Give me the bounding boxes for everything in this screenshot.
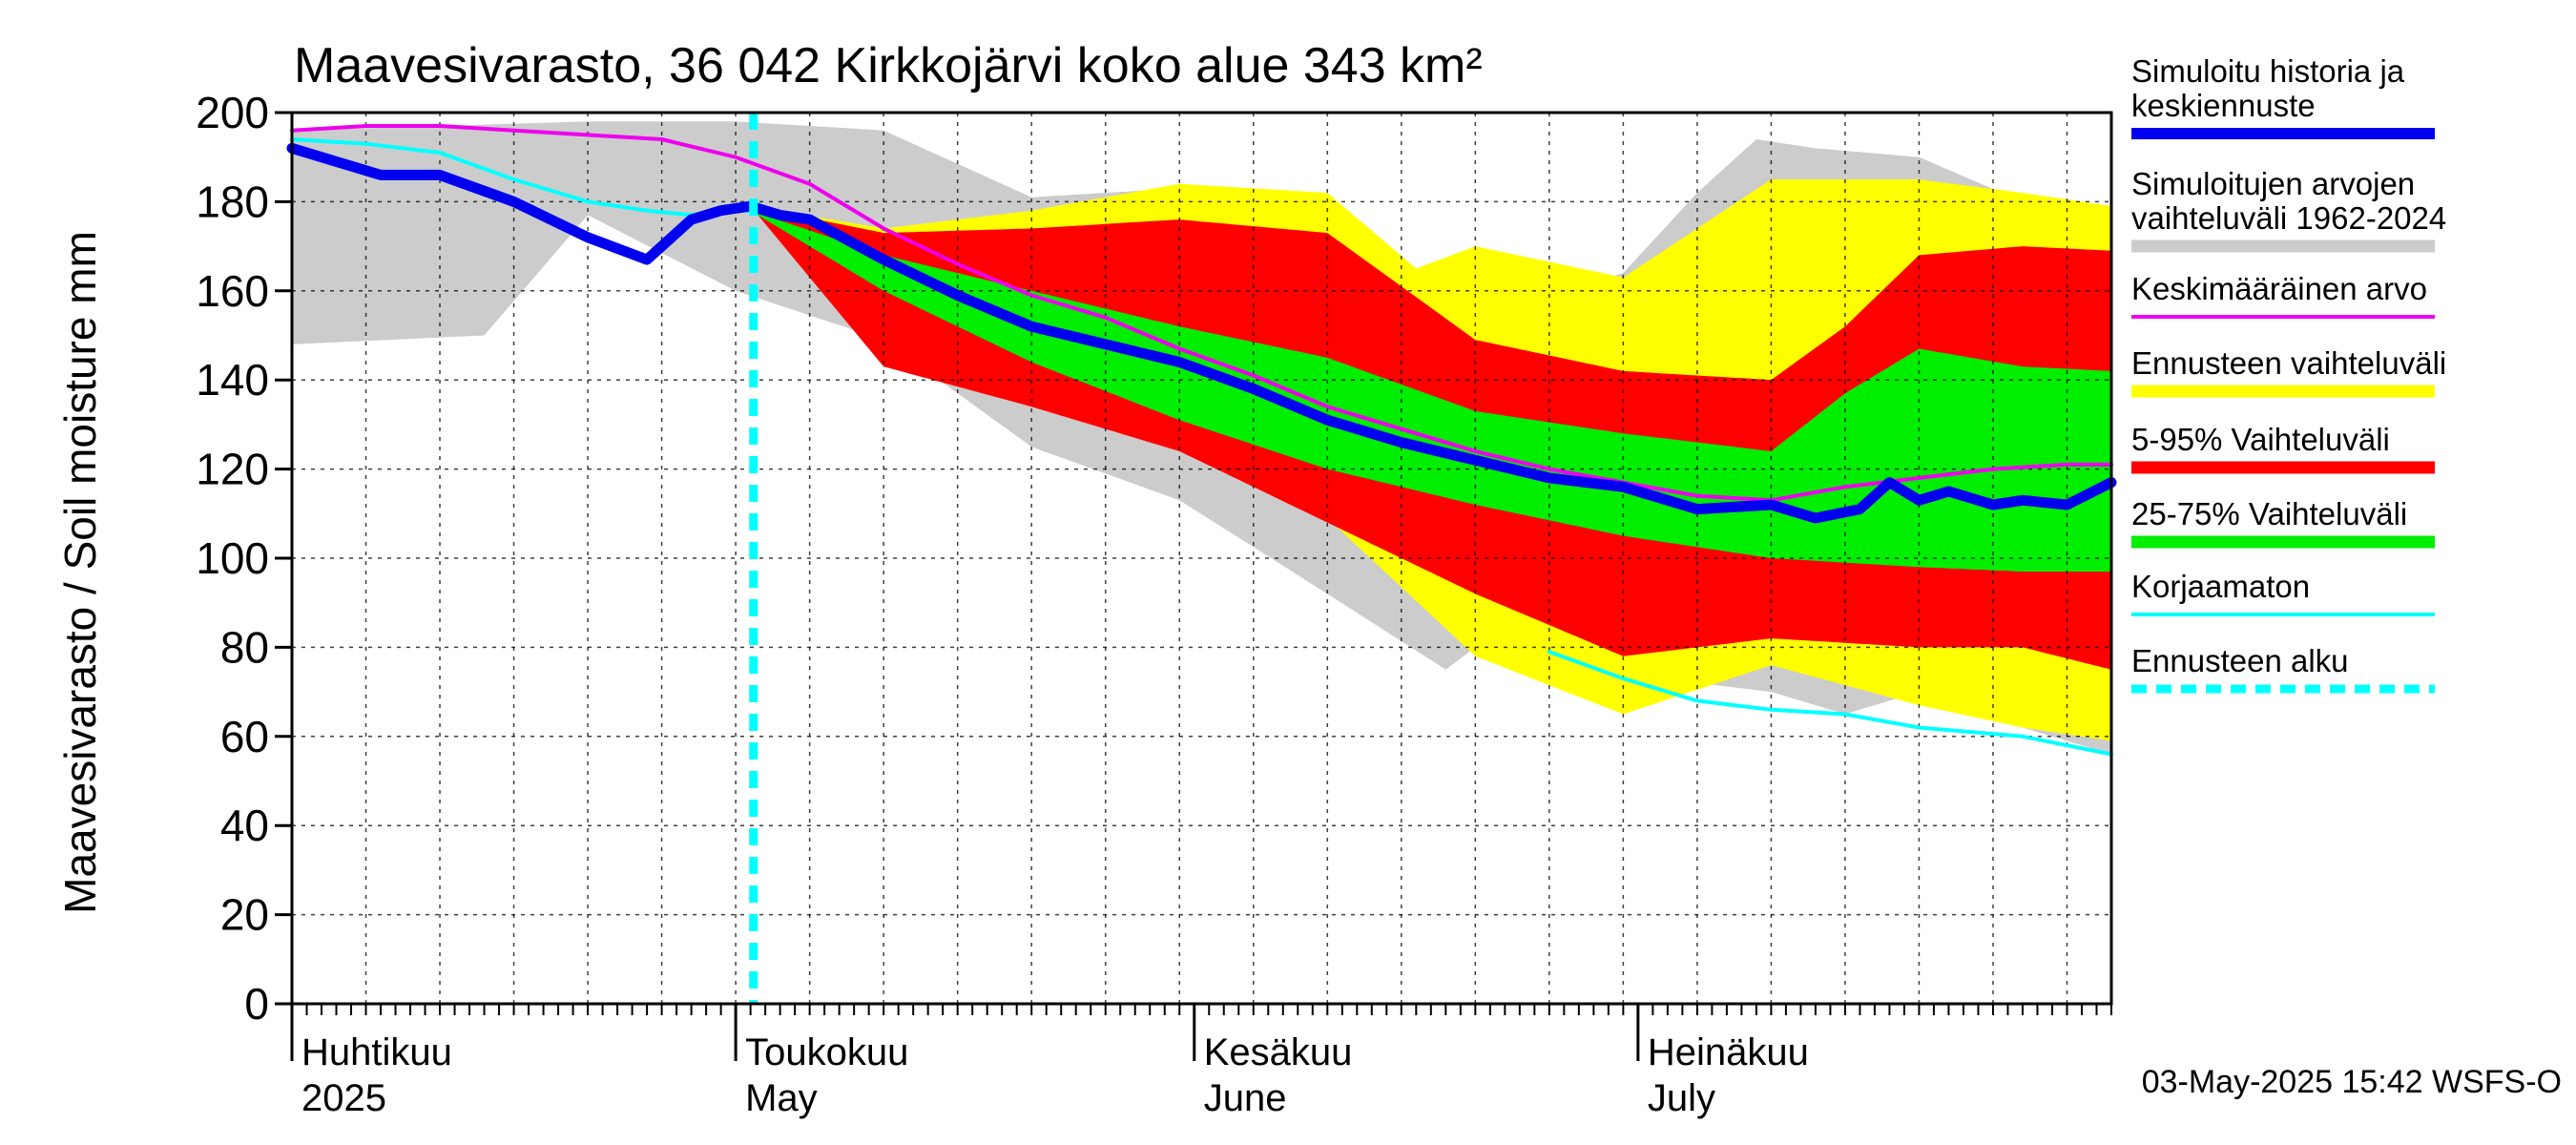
y-tick-label-120: 120 bbox=[196, 445, 269, 494]
lines-layer bbox=[286, 113, 2117, 1004]
legend-label-line: Simuloitujen arvojen bbox=[2131, 166, 2415, 201]
x-month-label-hein-kuu: Heinäkuu bbox=[1648, 1031, 1809, 1073]
y-tick-label-160: 160 bbox=[196, 266, 269, 316]
legend-item-ennusteen-alku: Ennusteen alku bbox=[2131, 643, 2435, 694]
legend-item-5-95-vaihteluv-li: 5-95% Vaihteluväli bbox=[2131, 422, 2435, 474]
legend-label-simuloitu-historia-ja-keskiennuste: Simuloitu historia ja keskiennuste bbox=[2131, 53, 2405, 123]
legend-label-line: keskiennuste bbox=[2131, 88, 2316, 123]
y-tick-label-200: 200 bbox=[196, 88, 269, 137]
x-month-sublabel-july: July bbox=[1648, 1077, 1715, 1119]
legend-label-keskim-r-inen-arvo: Keskimääräinen arvo bbox=[2131, 271, 2427, 306]
legend-item-korjaamaton: Korjaamaton bbox=[2131, 569, 2435, 616]
band-25-75-vaihteluv-li bbox=[750, 210, 2111, 572]
legend-label-ennusteen-alku: Ennusteen alku bbox=[2131, 643, 2349, 678]
y-tick-label-20: 20 bbox=[220, 890, 269, 940]
x-month-label-huhtikuu: Huhtikuu bbox=[301, 1031, 452, 1073]
legend-item-ennusteen-vaihteluv-li: Ennusteen vaihteluväli bbox=[2131, 345, 2446, 398]
legend-label-korjaamaton: Korjaamaton bbox=[2131, 569, 2310, 604]
x-month-label-kes-kuu: Kesäkuu bbox=[1204, 1031, 1353, 1073]
legend-label-simuloitujen-arvojen-vaihteluv-li-1962-2024: Simuloitujen arvojen vaihteluväli 1962-20… bbox=[2131, 166, 2446, 236]
y-axis-label: Maavesivarasto / Soil moisture mm bbox=[55, 231, 105, 914]
footer-timestamp: 03-May-2025 15:42 WSFS-O bbox=[2142, 1064, 2562, 1100]
line-simuloitu-historia-ja-keskiennuste bbox=[286, 142, 2117, 524]
x-month-label-toukokuu: Toukokuu bbox=[745, 1031, 908, 1073]
y-tick-label-0: 0 bbox=[244, 979, 269, 1029]
legend-label-line: Simuloitu historia ja bbox=[2131, 53, 2405, 89]
y-tick-label-100: 100 bbox=[196, 533, 269, 583]
legend-item-simuloitu-historia-ja-keskiennuste: Simuloitu historia ja keskiennuste bbox=[2131, 53, 2435, 139]
legend-item-keskim-r-inen-arvo: Keskimääräinen arvo bbox=[2131, 271, 2435, 319]
x-month-sublabel-june: June bbox=[1204, 1077, 1287, 1119]
chart-title: Maavesivarasto, 36 042 Kirkkojärvi koko … bbox=[294, 38, 1483, 94]
y-tick-label-40: 40 bbox=[220, 801, 269, 850]
line-keskim-r-inen-arvo bbox=[290, 124, 2113, 503]
line-korjaamaton-forecast bbox=[1547, 650, 2113, 757]
y-tick-label-80: 80 bbox=[220, 622, 269, 672]
legend-item-simuloitujen-arvojen-vaihteluv-li-1962-2024: Simuloitujen arvojen vaihteluväli 1962-20… bbox=[2131, 166, 2446, 253]
y-tick-label-60: 60 bbox=[220, 712, 269, 761]
y-tick-label-180: 180 bbox=[196, 177, 269, 226]
legend-label-line: vaihteluväli 1962-2024 bbox=[2131, 200, 2446, 236]
legend-label-25-75-vaihteluv-li: 25-75% Vaihteluväli bbox=[2131, 496, 2407, 531]
x-month-sublabel-2025: 2025 bbox=[301, 1077, 386, 1119]
legend-label-ennusteen-vaihteluv-li: Ennusteen vaihteluväli bbox=[2131, 345, 2446, 381]
legend: Simuloitu historia ja keskiennusteSimuloi… bbox=[2131, 53, 2446, 694]
y-tick-label-140: 140 bbox=[196, 355, 269, 405]
legend-label-5-95-vaihteluv-li: 5-95% Vaihteluväli bbox=[2131, 422, 2390, 457]
legend-item-25-75-vaihteluv-li: 25-75% Vaihteluväli bbox=[2131, 496, 2435, 549]
x-month-sublabel-may: May bbox=[745, 1077, 818, 1119]
